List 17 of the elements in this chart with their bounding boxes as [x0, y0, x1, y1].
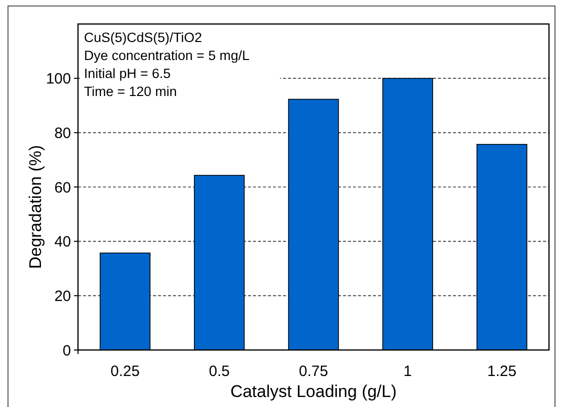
x-axis-title: Catalyst Loading (g/L) — [230, 382, 397, 401]
y-tick-label: 40 — [54, 234, 71, 251]
y-axis-title: Degradation (%) — [26, 145, 45, 269]
y-tick-label: 80 — [54, 124, 71, 142]
annotation: Dye concentration = 5 mg/L — [84, 48, 250, 63]
x-tick-label: 1.25 — [487, 363, 516, 380]
x-tick-label: 1 — [404, 363, 412, 380]
annotation: Initial pH = 6.5 — [84, 66, 171, 81]
x-tick-label: 0.5 — [208, 363, 230, 380]
y-tick-label: 0 — [62, 342, 71, 360]
y-tick-label: 100 — [46, 70, 71, 88]
x-tick-label: 0.25 — [110, 363, 140, 380]
y-tick-label: 20 — [54, 288, 71, 305]
y-tick-label: 60 — [54, 179, 71, 196]
annotation: Time = 120 min — [84, 84, 177, 99]
annotation: CuS(5)CdS(5)/TiO2 — [84, 30, 202, 45]
x-tick-label: 0.75 — [298, 363, 328, 380]
